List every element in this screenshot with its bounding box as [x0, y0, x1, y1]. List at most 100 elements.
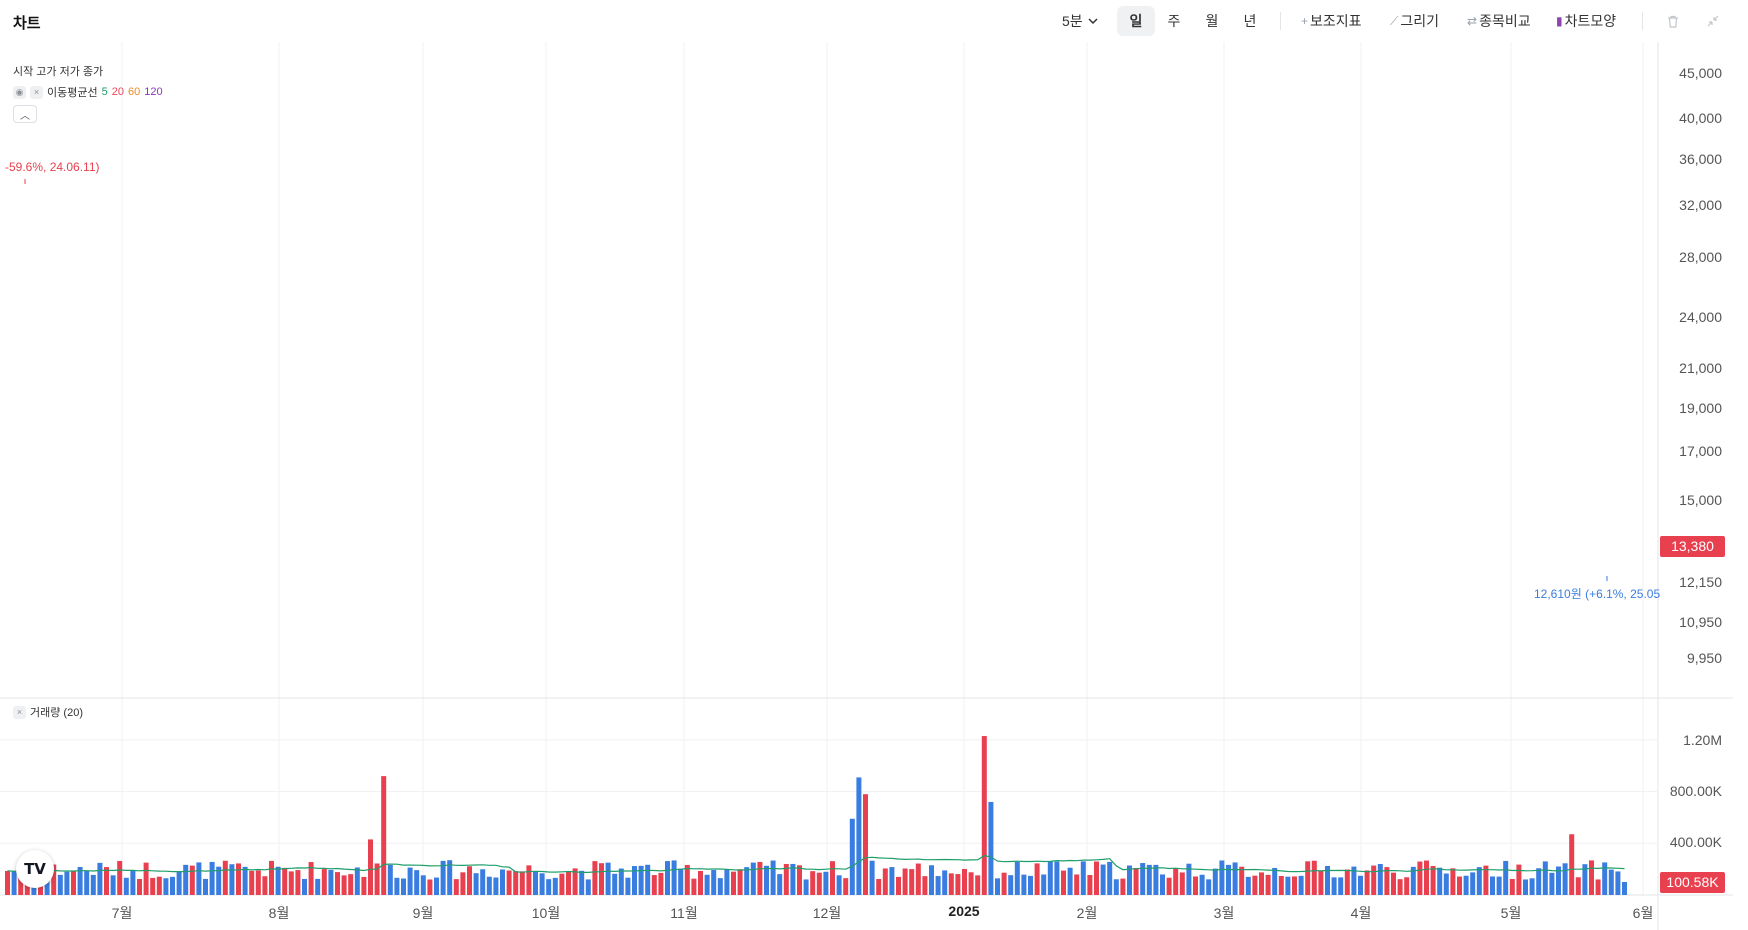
volume-bar — [671, 860, 677, 895]
swap-icon: ⇄ — [1467, 14, 1478, 28]
volume-bar — [104, 867, 109, 895]
indicators-button[interactable]: + 보조지표 — [1301, 11, 1362, 31]
volume-bar — [1047, 860, 1053, 895]
volume-bar — [117, 860, 123, 895]
volume-bar — [1272, 867, 1278, 895]
volume-bar — [467, 866, 472, 895]
interval-select[interactable]: 5분 — [1062, 11, 1099, 31]
volume-bar — [691, 878, 697, 895]
volume-bar — [803, 879, 809, 895]
volume-bar — [1041, 874, 1047, 895]
volume-bar — [1476, 867, 1482, 895]
volume-bar — [189, 865, 195, 895]
volume-bar — [500, 869, 505, 895]
collapse-icon[interactable] — [1703, 11, 1723, 31]
volume-bar — [1529, 878, 1535, 895]
period-month[interactable]: 월 — [1205, 13, 1219, 29]
divider — [1642, 12, 1643, 30]
volume-bar — [420, 875, 426, 895]
period-week[interactable]: 주 — [1167, 13, 1181, 29]
volume-bar — [816, 872, 822, 895]
volume-bar — [110, 875, 116, 895]
volume-bar — [1074, 874, 1080, 895]
volume-bar — [962, 868, 967, 895]
volume-bar — [513, 871, 519, 895]
volume-bar — [955, 874, 961, 895]
volume-bar — [1028, 875, 1033, 895]
volume-bar — [1549, 872, 1555, 895]
volume-bar — [711, 870, 717, 895]
volume-bar — [1061, 870, 1066, 895]
trash-icon[interactable] — [1663, 11, 1683, 31]
volume-bar — [566, 871, 571, 895]
volume-bar — [216, 866, 222, 895]
chart-type-button[interactable]: ▮ 차트모양 — [1556, 11, 1616, 31]
price-axis-label: 19,000 — [1679, 400, 1722, 416]
period-year[interactable]: 년 — [1243, 13, 1257, 29]
draw-button[interactable]: ⟋ 그리기 — [1390, 11, 1439, 31]
volume-bar — [651, 875, 657, 895]
compare-button[interactable]: ⇄ 종목비교 — [1467, 11, 1531, 31]
volume-bar — [856, 777, 862, 895]
eye-icon[interactable]: ◉ — [13, 85, 26, 99]
time-axis-label: 7월 — [111, 905, 133, 921]
volume-bar — [1470, 872, 1476, 895]
volume-bar — [625, 877, 631, 895]
volume-bar — [592, 861, 598, 895]
plus-icon: + — [1301, 14, 1309, 28]
volume-bar — [282, 867, 288, 895]
volume-bar — [170, 876, 175, 895]
volume-bar — [1615, 871, 1621, 895]
price-chart[interactable] — [0, 42, 1748, 930]
volume-bar — [896, 876, 901, 895]
volume-bar — [1338, 877, 1344, 895]
volume-bar — [414, 870, 420, 895]
volume-bar — [843, 878, 849, 895]
volume-bar — [71, 870, 76, 895]
volume-bar — [750, 862, 756, 895]
price-axis-label: 36,000 — [1679, 151, 1722, 167]
volume-bar — [1463, 875, 1469, 895]
time-axis-label: 2월 — [1076, 905, 1098, 921]
volume-bar — [902, 868, 908, 895]
volume-bar — [988, 801, 994, 895]
volume-bar — [1523, 879, 1528, 895]
volume-bar — [764, 865, 769, 895]
volume-bar — [770, 860, 776, 895]
volume-bar — [605, 862, 611, 895]
volume-bar — [1179, 872, 1185, 895]
close-icon[interactable]: × — [13, 705, 26, 719]
volume-bar — [585, 879, 591, 895]
volume-bar — [335, 872, 340, 895]
volume-bar — [302, 878, 307, 895]
volume-bar — [1206, 879, 1212, 895]
volume-bar — [97, 862, 103, 895]
volume-bar — [255, 870, 261, 895]
ma-legend-label: 이동평균선 — [47, 87, 98, 99]
time-axis-label: 6월 — [1632, 905, 1654, 921]
chevron-up-icon[interactable]: ︿ — [13, 105, 37, 123]
volume-bar — [328, 869, 334, 895]
volume-bar — [1278, 875, 1284, 895]
close-icon[interactable]: × — [30, 85, 43, 99]
price-axis-label: 40,000 — [1679, 110, 1722, 126]
volume-bar — [678, 868, 684, 895]
volume-bar — [1094, 861, 1099, 895]
volume-bar — [572, 868, 578, 895]
volume-bar — [341, 875, 347, 895]
volume-bar — [143, 862, 149, 895]
period-day[interactable]: 일 — [1117, 6, 1155, 36]
volume-bar — [1575, 877, 1581, 895]
high-annotation: -59.6%, 24.06.11) — [5, 160, 100, 174]
price-axis-label: 12,150 — [1679, 574, 1722, 590]
volume-bar — [981, 736, 987, 895]
volume-bar — [84, 870, 90, 895]
volume-bar — [506, 870, 512, 895]
volume-ma-path — [7, 854, 1625, 873]
volume-bar — [909, 869, 915, 895]
volume-axis-label: 800.00K — [1669, 783, 1722, 799]
tradingview-logo[interactable]: TV — [16, 850, 54, 888]
volume-bar — [539, 873, 545, 895]
volume-bar — [632, 866, 637, 895]
volume-bar — [1292, 876, 1297, 895]
